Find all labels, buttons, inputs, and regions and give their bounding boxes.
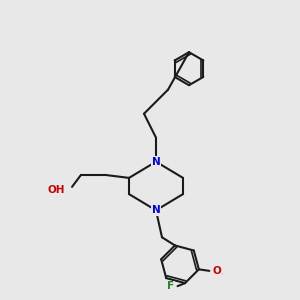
Text: N: N <box>152 157 160 167</box>
Text: F: F <box>167 281 175 291</box>
Text: O: O <box>212 266 221 276</box>
Text: N: N <box>152 205 160 215</box>
Text: OH: OH <box>47 185 64 195</box>
